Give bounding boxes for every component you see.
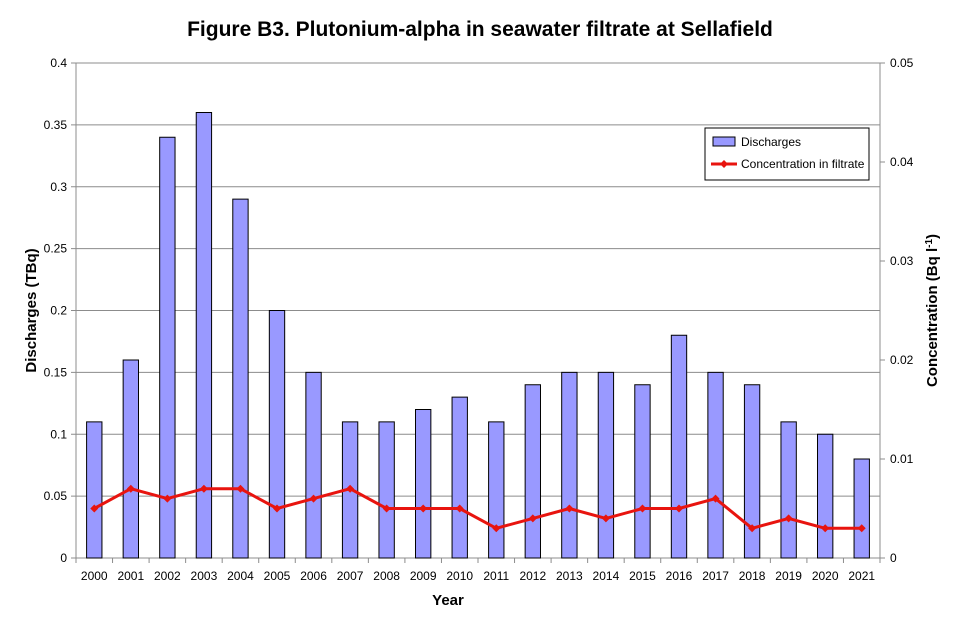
point-concentration-2008 (382, 504, 391, 513)
bar-discharges-2008 (378, 421, 395, 559)
bar-discharges-2003 (195, 112, 213, 559)
y2-tick-label: 0 (890, 551, 897, 565)
bar-discharges-2002 (159, 136, 176, 559)
bar-discharges-2020 (817, 433, 834, 559)
x-tick-label: 2015 (629, 569, 656, 583)
bar-discharges-2010 (451, 396, 468, 559)
point-concentration-2020 (821, 524, 830, 533)
x-tick-label: 2006 (300, 569, 327, 583)
x-axis-title: Year (432, 592, 464, 609)
point-concentration-2006 (309, 494, 318, 503)
point-concentration-2021 (857, 524, 866, 533)
legend-label-concentration: Concentration in filtrate (741, 157, 865, 171)
x-tick-label: 2003 (191, 569, 218, 583)
bar-discharges-2018 (743, 384, 761, 559)
x-tick-label: 2007 (337, 569, 364, 583)
legend-label-discharges: Discharges (741, 135, 801, 149)
x-tick-label: 2000 (81, 569, 108, 583)
x-tick-label: 2008 (373, 569, 400, 583)
y2-tick-label: 0.03 (890, 254, 914, 268)
x-tick-label: 2021 (848, 569, 875, 583)
x-tick-label: 2011 (483, 569, 509, 583)
point-concentration-2011 (492, 524, 501, 533)
bar-discharges-2012 (524, 384, 541, 559)
y-axis-title: Discharges (TBq) (23, 248, 40, 372)
point-concentration-2019 (784, 514, 793, 523)
legend-swatch-discharges (712, 136, 736, 147)
y-tick-label: 0.2 (50, 304, 67, 318)
x-tick-label: 2019 (775, 569, 802, 583)
y-tick-label: 0.25 (44, 242, 68, 256)
point-concentration-2009 (419, 504, 428, 513)
bar-discharges-2005 (268, 310, 286, 559)
point-concentration-2014 (601, 514, 610, 523)
legend-marker-concentration (720, 160, 728, 168)
y-tick-label: 0.3 (50, 180, 67, 194)
x-tick-label: 2004 (227, 569, 254, 583)
point-concentration-2007 (346, 484, 355, 493)
bar-discharges-2006 (305, 371, 322, 559)
point-concentration-2005 (273, 504, 281, 513)
point-concentration-2003 (199, 484, 208, 493)
y-tick-label: 0.35 (44, 118, 68, 132)
bar-discharges-2015 (634, 384, 651, 559)
point-concentration-2015 (638, 504, 647, 513)
x-tick-label: 2014 (593, 569, 620, 583)
bar-discharges-2019 (780, 421, 797, 559)
bar-discharges-2016 (670, 334, 688, 559)
bar-discharges-2021 (853, 458, 870, 559)
point-concentration-2016 (675, 504, 683, 513)
x-tick-label: 2005 (264, 569, 291, 583)
bar-discharges-2000 (86, 421, 103, 559)
bar-discharges-2011 (488, 421, 505, 559)
y-tick-label: 0.15 (44, 365, 68, 379)
point-concentration-2004 (236, 484, 245, 493)
point-concentration-2018 (748, 524, 757, 533)
point-concentration-2001 (126, 484, 135, 493)
x-tick-label: 2010 (446, 569, 473, 583)
y2-tick-label: 0.05 (890, 56, 914, 70)
y-tick-label: 0.4 (50, 56, 67, 70)
y-tick-label: 0 (60, 551, 67, 565)
point-concentration-2000 (90, 504, 99, 513)
x-tick-label: 2001 (117, 569, 144, 583)
chart-title: Figure B3. Plutonium-alpha in seawater f… (187, 18, 773, 41)
y2-tick-label: 0.01 (890, 452, 914, 466)
bar-discharges-2009 (415, 409, 432, 559)
bar-discharges-2001 (122, 359, 139, 559)
line-concentration (93, 487, 862, 530)
y-tick-label: 0.05 (44, 489, 68, 503)
x-tick-label: 2009 (410, 569, 437, 583)
y2-tick-label: 0.04 (890, 155, 914, 169)
bar-discharges-2014 (597, 371, 615, 559)
point-concentration-2017 (711, 494, 720, 503)
bar-discharges-2004 (232, 198, 249, 559)
x-tick-label: 2016 (666, 569, 693, 583)
bar-discharges-2013 (561, 371, 578, 559)
y-tick-label: 0.1 (50, 427, 67, 441)
x-tick-label: 2012 (519, 569, 546, 583)
point-concentration-2010 (455, 504, 464, 513)
x-tick-label: 2018 (739, 569, 766, 583)
x-tick-label: 2013 (556, 569, 583, 583)
point-concentration-2013 (565, 504, 574, 513)
x-tick-label: 2020 (812, 569, 839, 583)
point-concentration-2002 (163, 494, 172, 503)
bar-discharges-2017 (707, 371, 724, 559)
x-tick-label: 2017 (702, 569, 729, 583)
point-concentration-2012 (528, 514, 537, 523)
x-tick-label: 2002 (154, 569, 181, 583)
y2-tick-label: 0.02 (890, 353, 914, 367)
y2-axis-title: Concentration (Bq l-1) (924, 234, 942, 387)
